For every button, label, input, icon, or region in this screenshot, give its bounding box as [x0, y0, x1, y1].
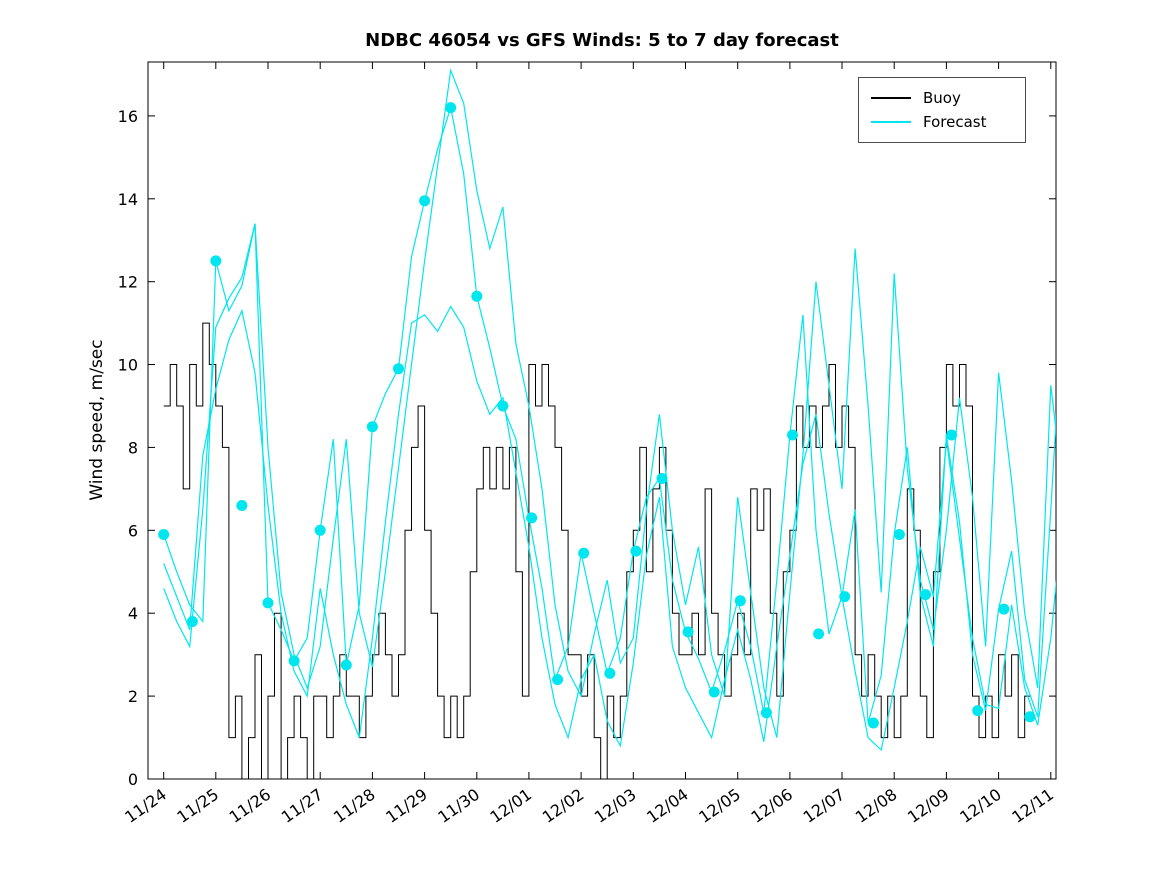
legend-entry-buoy: Buoy: [871, 86, 1013, 110]
forecast-marker: [920, 589, 931, 601]
y-tick-label: 0: [128, 770, 138, 789]
y-tick-label: 16: [118, 107, 138, 126]
forecast-3-series: [163, 305, 1056, 752]
forecast-marker: [787, 429, 798, 441]
forecast-marker: [604, 667, 616, 679]
x-tick-label: 12/02: [539, 785, 588, 827]
x-tick-label: 12/04: [643, 785, 692, 827]
y-tick-label: 12: [118, 273, 138, 292]
x-tick-label: 12/08: [852, 785, 901, 827]
forecast-marker: [158, 529, 170, 540]
x-tick-label: 11/25: [173, 785, 222, 827]
x-tick-label: 11/28: [330, 785, 379, 827]
legend-entry-forecast: Forecast: [871, 110, 1013, 134]
forecast-marker: [314, 524, 326, 536]
y-tick-label: 6: [128, 521, 138, 540]
y-tick-label: 4: [128, 604, 138, 623]
x-tick-label: 12/07: [800, 785, 849, 827]
buoy-series: [163, 322, 1032, 779]
legend-label-buoy: Buoy: [923, 89, 961, 107]
forecast-marker: [972, 705, 984, 717]
forecast-marker: [393, 363, 404, 375]
chart-title: NDBC 46054 vs GFS Winds: 5 to 7 day fore…: [365, 30, 839, 51]
forecast-marker: [708, 686, 720, 698]
forecast-marker: [734, 595, 746, 607]
x-tick-label: 11/29: [382, 785, 431, 827]
y-tick-label: 14: [118, 190, 138, 209]
forecast-marker: [578, 547, 590, 559]
x-tick-label: 12/03: [591, 785, 640, 827]
forecast-marker: [526, 512, 538, 524]
forecast-marker: [210, 255, 222, 267]
y-axis: 0 2 4 6 8 10 12 14 16: [118, 107, 1056, 789]
forecast-marker: [630, 545, 642, 557]
forecast-marker: [813, 628, 825, 640]
x-tick-label: 11/24: [121, 785, 170, 827]
forecast-marker: [340, 659, 352, 671]
legend: Buoy Forecast: [858, 77, 1026, 143]
forecast-marker: [1024, 711, 1036, 723]
x-tick-label: 11/26: [226, 785, 275, 827]
x-tick-label: 12/05: [695, 785, 744, 827]
forecast-marker: [445, 102, 457, 114]
forecast-marker: [262, 597, 274, 609]
legend-label-forecast: Forecast: [923, 113, 987, 131]
forecast-marker: [682, 626, 694, 638]
x-tick-label: 12/01: [487, 785, 536, 827]
forecast-marker: [893, 529, 905, 540]
forecast-marker: [186, 616, 198, 627]
x-tick-label: 11/27: [278, 785, 327, 827]
forecast-marker: [497, 400, 509, 412]
y-tick-label: 8: [128, 438, 138, 457]
forecast-marker: [471, 290, 483, 302]
x-tick-label: 12/10: [956, 785, 1005, 827]
forecast-marker: [998, 603, 1010, 615]
forecast-1-series: [163, 107, 1056, 724]
forecast-marker: [867, 717, 879, 729]
forecast-line-sample: [871, 121, 911, 123]
forecast-markers: [158, 102, 1036, 729]
forecast-marker: [236, 500, 248, 511]
x-tick-label: 12/06: [748, 785, 797, 827]
y-tick-label: 10: [118, 356, 138, 375]
forecast-marker: [366, 421, 378, 433]
forecast-marker: [839, 591, 851, 603]
y-tick-label: 2: [128, 687, 138, 706]
forecast-marker: [552, 674, 564, 685]
buoy-line-sample: [871, 97, 911, 99]
forecast-marker: [760, 707, 772, 719]
forecast-2-series: [163, 67, 1056, 738]
forecast-marker: [419, 195, 431, 207]
x-tick-label: 11/30: [434, 785, 483, 827]
forecast-marker: [288, 655, 300, 667]
x-tick-label: 12/09: [904, 785, 953, 827]
x-tick-label: 12/11: [1008, 785, 1057, 827]
forecast-marker: [656, 473, 668, 484]
forecast-marker: [946, 429, 958, 441]
